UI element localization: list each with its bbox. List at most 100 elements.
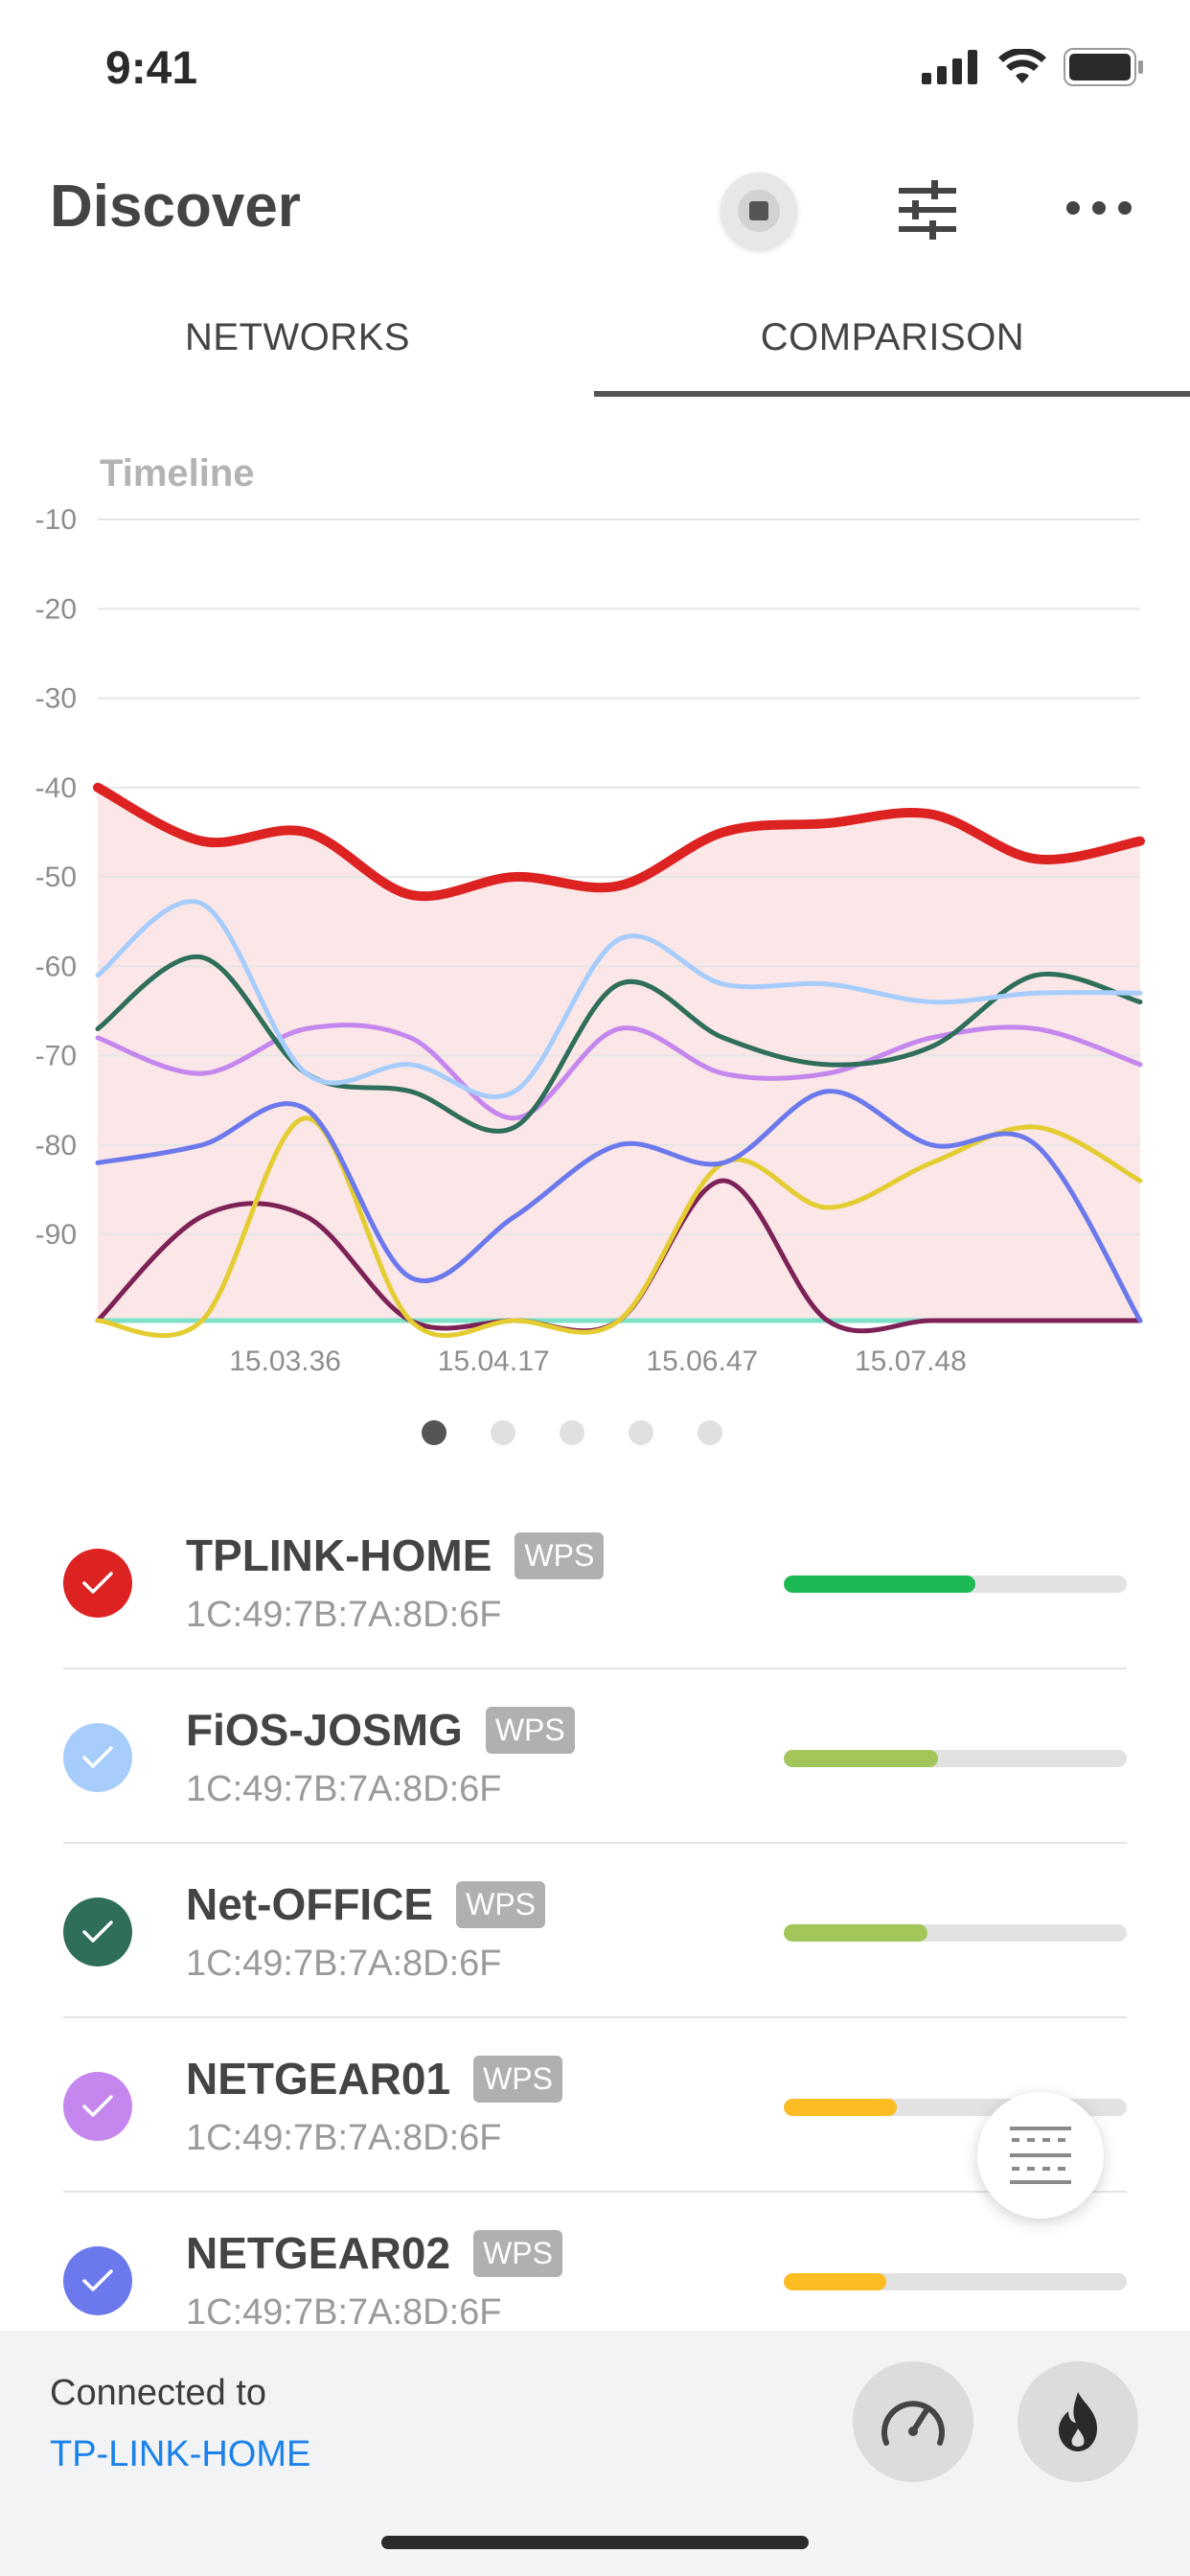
pager-dot[interactable] <box>698 1420 722 1445</box>
flame-icon <box>1059 2392 1097 2451</box>
y-tick-label: -70 <box>35 1041 77 1072</box>
series-line-0 <box>93 782 1145 902</box>
chart-title: Timeline <box>100 452 255 494</box>
pager-dot[interactable] <box>491 1420 515 1445</box>
wifi-icon <box>998 49 1046 83</box>
more-horizontal-icon <box>1066 201 1132 215</box>
network-checkbox[interactable] <box>63 2246 132 2315</box>
signal-bar <box>784 1924 1127 1942</box>
grid-toggle-button[interactable] <box>977 2092 1104 2219</box>
y-tick-label: -40 <box>35 772 77 804</box>
network-mac: 1C:49:7B:7A:8D:6F <box>186 1595 502 1635</box>
chart-pager <box>422 1420 722 1445</box>
series-line-5 <box>95 1116 1143 1339</box>
network-mac: 1C:49:7B:7A:8D:6F <box>186 2292 502 2333</box>
network-name: NETGEAR01 <box>186 2054 451 2104</box>
record-button[interactable] <box>721 172 797 249</box>
status-time: 9:41 <box>105 43 198 94</box>
y-tick-label: -30 <box>35 683 77 715</box>
series-line-1 <box>95 899 1143 1099</box>
connected-label: Connected to <box>50 2373 267 2413</box>
signal-bar-fill <box>784 1924 928 1942</box>
row-divider <box>63 1668 1127 1669</box>
checkmark-icon <box>82 1572 113 1594</box>
more-button[interactable] <box>1064 197 1134 218</box>
network-checkbox[interactable] <box>63 1723 132 1792</box>
network-name-line: FiOS-JOSMG WPS <box>186 1704 575 1756</box>
network-name-line: TPLINK-HOME WPS <box>186 1530 605 1581</box>
network-mac: 1C:49:7B:7A:8D:6F <box>186 1944 502 1984</box>
network-row[interactable]: FiOS-JOSMG WPS 1C:49:7B:7A:8D:6F <box>0 1669 1190 1844</box>
signal-bar <box>784 1576 1127 1593</box>
y-tick-label: -90 <box>35 1219 77 1251</box>
network-row[interactable]: Net-OFFICE WPS 1C:49:7B:7A:8D:6F <box>0 1844 1190 2018</box>
wps-badge: WPS <box>485 1706 575 1754</box>
page-title: Discover <box>50 173 301 240</box>
network-checkbox[interactable] <box>63 1549 132 1618</box>
speedometer-icon <box>881 2401 945 2446</box>
checkmark-icon <box>82 2269 113 2291</box>
network-list: TPLINK-HOME WPS 1C:49:7B:7A:8D:6F FiOS-J… <box>0 1495 1190 2367</box>
x-tick-label: 15.06.47 <box>646 1346 758 1377</box>
bottom-bar <box>0 2331 1190 2576</box>
wps-badge: WPS <box>515 1531 605 1579</box>
tab-networks[interactable]: NETWORKS <box>184 316 411 358</box>
wps-badge: WPS <box>473 2055 562 2103</box>
signal-bar-fill <box>784 2273 887 2290</box>
connected-network-link[interactable]: TP-LINK-HOME <box>50 2434 311 2474</box>
network-name-line: Net-OFFICE WPS <box>186 1878 545 1930</box>
signal-bar <box>784 2273 1127 2290</box>
record-icon <box>738 190 780 232</box>
sliders-icon <box>899 180 956 240</box>
status-icons <box>922 48 1144 86</box>
network-row[interactable]: NETGEAR02 WPS 1C:49:7B:7A:8D:6F <box>0 2193 1190 2367</box>
x-tick-label: 15.04.17 <box>438 1346 550 1377</box>
network-name-line: NETGEAR02 WPS <box>186 2227 562 2279</box>
y-tick-label: -50 <box>35 862 77 893</box>
network-mac: 1C:49:7B:7A:8D:6F <box>186 1769 502 1809</box>
home-indicator <box>381 2536 809 2549</box>
filter-button[interactable] <box>897 180 958 240</box>
y-tick-label: -10 <box>35 504 77 536</box>
signal-bar-fill <box>784 2099 898 2116</box>
checkmark-icon <box>82 2095 113 2117</box>
y-tick-label: -60 <box>35 951 77 982</box>
timeline-chart: -10 -20 -30 -40 -50 -60 -70 -80 -90 15.03.36 15.04… <box>35 504 1145 1377</box>
row-divider <box>63 2191 1127 2193</box>
speed-test-button[interactable] <box>853 2361 973 2482</box>
x-tick-label: 15.03.36 <box>229 1346 341 1377</box>
network-name-line: NETGEAR01 WPS <box>186 2053 562 2104</box>
checkmark-icon <box>82 1746 113 1768</box>
row-divider <box>63 1842 1127 1844</box>
signal-bar-fill <box>784 1750 939 1767</box>
series-line-2 <box>95 954 1143 1134</box>
signal-icon <box>922 50 977 84</box>
network-name: TPLINK-HOME <box>186 1530 492 1580</box>
network-name: NETGEAR02 <box>186 2228 451 2278</box>
x-tick-label: 15.07.48 <box>855 1346 967 1377</box>
y-tick-label: -20 <box>35 593 77 625</box>
pager-dot[interactable] <box>629 1420 653 1445</box>
checkmark-icon <box>82 1920 113 1943</box>
battery-icon <box>1064 48 1143 86</box>
heatmap-button[interactable] <box>1018 2361 1138 2482</box>
network-mac: 1C:49:7B:7A:8D:6F <box>186 2118 502 2158</box>
pager-dot[interactable] <box>560 1420 584 1445</box>
network-name: Net-OFFICE <box>186 1879 434 1929</box>
row-divider <box>63 2016 1127 2018</box>
pager-dot[interactable] <box>422 1420 446 1445</box>
network-row[interactable]: TPLINK-HOME WPS 1C:49:7B:7A:8D:6F <box>0 1495 1190 1669</box>
grid-toggle-icon <box>1010 2127 1071 2184</box>
network-name: FiOS-JOSMG <box>186 1705 463 1755</box>
y-tick-label: -80 <box>35 1130 77 1162</box>
tab-active-indicator <box>594 391 1190 397</box>
network-checkbox[interactable] <box>63 2072 132 2141</box>
signal-bar-fill <box>784 1576 976 1593</box>
signal-bar <box>784 1750 1127 1767</box>
series-area-0 <box>98 787 1140 1321</box>
tab-comparison[interactable]: COMPARISON <box>760 316 1025 358</box>
wps-badge: WPS <box>473 2229 562 2277</box>
network-checkbox[interactable] <box>63 1898 132 1966</box>
series-line-4 <box>95 1089 1143 1323</box>
wps-badge: WPS <box>456 1880 545 1928</box>
